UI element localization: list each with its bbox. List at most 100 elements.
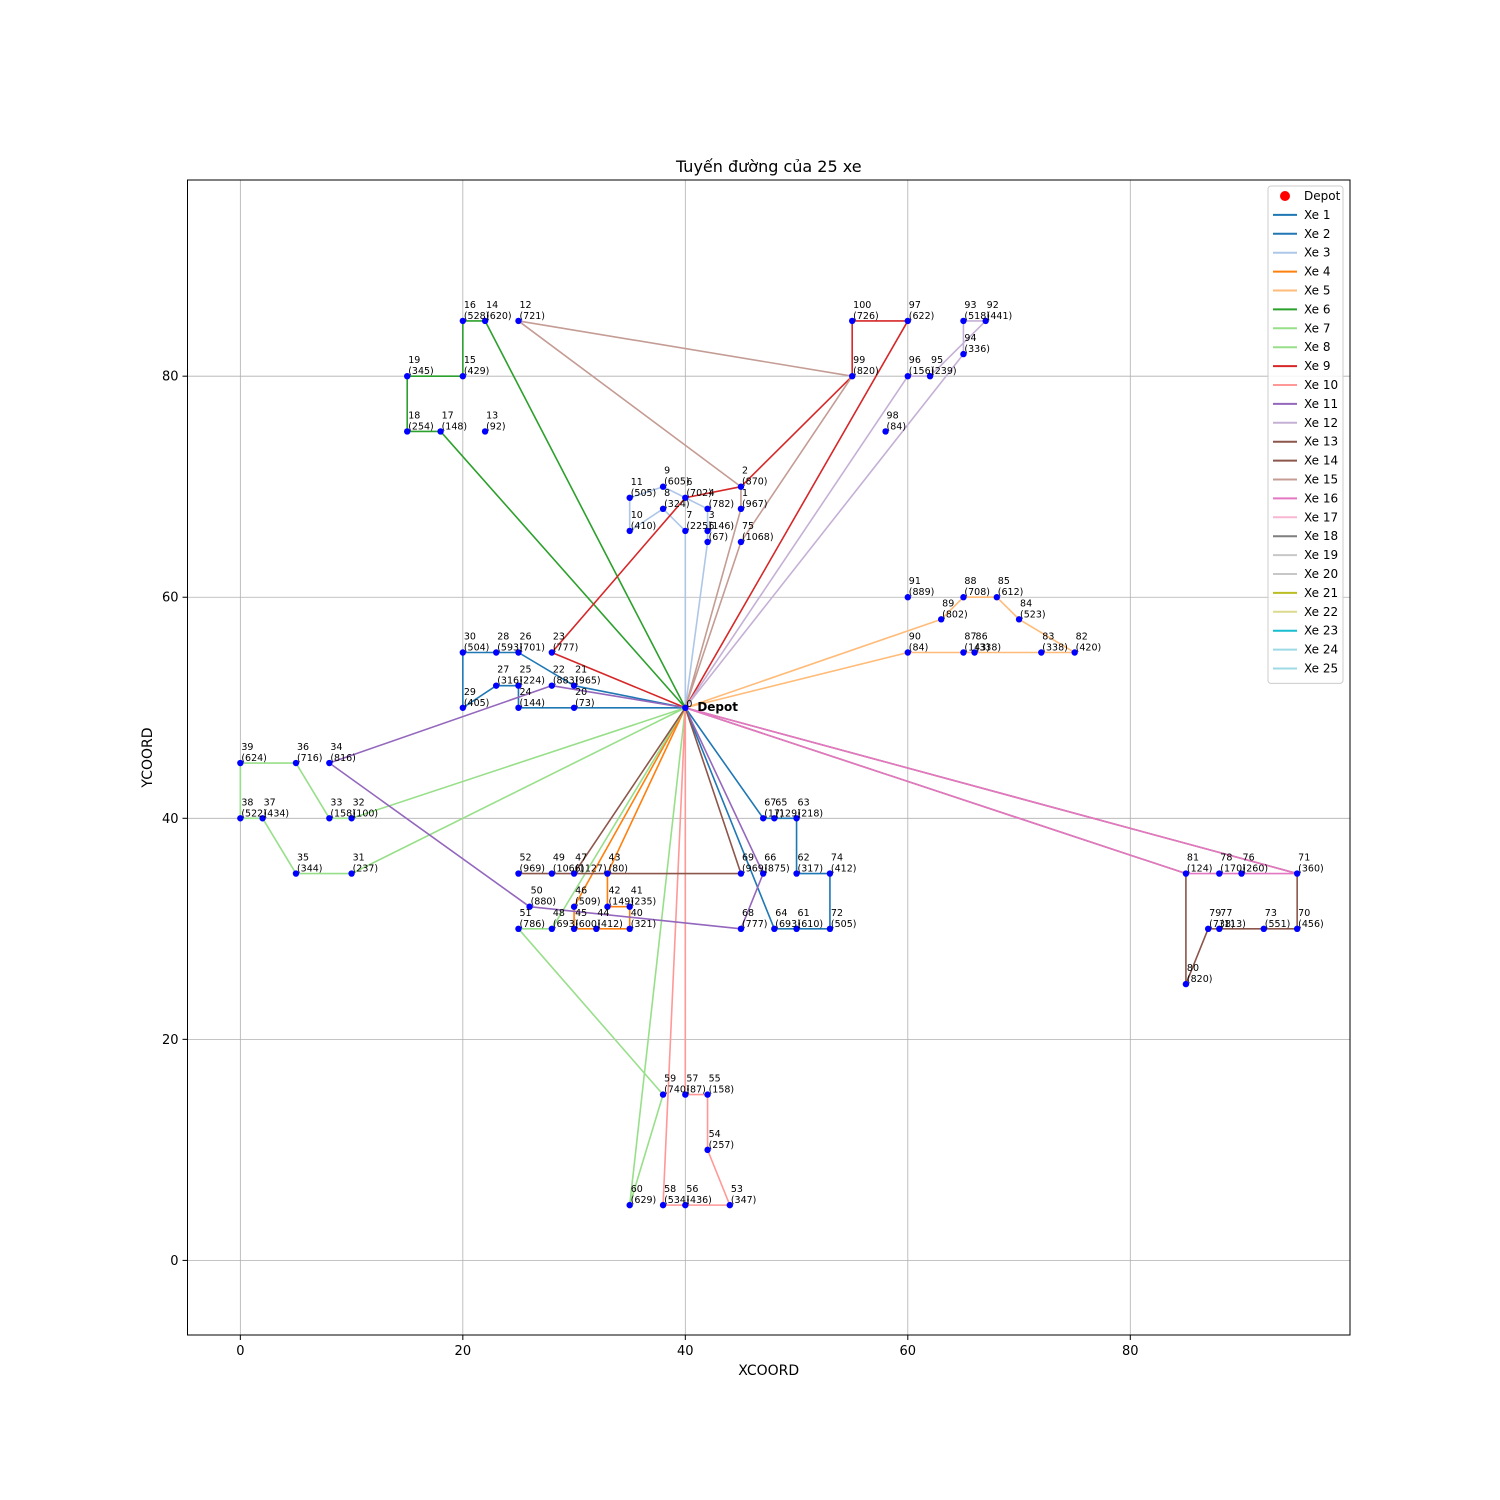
customer-label: 29 (405)	[464, 687, 490, 709]
customer-point	[515, 870, 522, 877]
legend-label: Xe 22	[1304, 605, 1338, 619]
customer-label: 93 (518)	[964, 300, 990, 322]
customer-point	[437, 428, 444, 435]
customer-label: 82 (420)	[1076, 632, 1102, 654]
customer-point	[793, 925, 800, 933]
customer-point	[626, 925, 633, 933]
y-tick-label: 80	[162, 370, 179, 385]
customer-label: 94 (336)	[964, 333, 990, 355]
customer-point	[960, 317, 967, 325]
customer-label: 99 (820)	[853, 355, 879, 377]
customer-point	[737, 870, 745, 877]
legend-depot-label: Depot	[1304, 189, 1341, 203]
legend-label: Xe 25	[1304, 662, 1338, 676]
customer-label: 43 (80)	[608, 853, 628, 875]
customer-point	[904, 372, 912, 380]
customer-point	[793, 815, 800, 822]
customer-point	[570, 925, 578, 933]
customer-label: 13 (92)	[486, 410, 506, 432]
customer-label: 54 (257)	[709, 1129, 735, 1151]
customer-label: 84 (523)	[1020, 598, 1046, 620]
customer-label: 46 (509)	[575, 886, 601, 908]
customer-label: 57 (87)	[686, 1074, 706, 1096]
legend-label: Xe 19	[1304, 548, 1338, 562]
customer-label: 30 (504)	[464, 632, 490, 654]
customer-point	[737, 483, 745, 490]
legend-label: Xe 18	[1304, 529, 1338, 543]
customer-point	[848, 317, 856, 325]
customer-label: 26 (701)	[519, 632, 545, 654]
customer-label: 8 (324)	[664, 488, 690, 510]
customer-point	[626, 1201, 633, 1209]
customer-point	[626, 494, 633, 501]
legend-label: Xe 5	[1304, 284, 1331, 298]
customer-label: 1 (967)	[742, 488, 768, 510]
customer-point	[826, 870, 834, 877]
legend-label: Xe 12	[1304, 416, 1338, 430]
customer-point	[704, 538, 711, 546]
customer-label: 25 (224)	[519, 665, 545, 687]
customer-point	[548, 925, 556, 933]
legend-label: Xe 23	[1304, 624, 1338, 638]
customer-label: 40 (321)	[631, 908, 657, 930]
customer-label: 6 (702)	[686, 477, 712, 499]
customer-label: 81 (124)	[1187, 853, 1213, 875]
customer-point	[593, 925, 600, 933]
y-tick-label: 40	[162, 812, 179, 827]
customer-point	[515, 317, 522, 325]
depot-label: Depot	[697, 700, 738, 714]
customer-label: 20 (73)	[575, 687, 595, 709]
legend-label: Xe 24	[1304, 643, 1338, 657]
customer-label: 92 (441)	[987, 300, 1013, 322]
customer-point	[1182, 980, 1190, 988]
customer-label: 70 (456)	[1298, 908, 1324, 930]
y-axis-label: YCOORD	[140, 727, 156, 788]
customer-label: 14 (620)	[486, 300, 512, 322]
customer-point	[570, 682, 578, 689]
customer-label: 41 (235)	[631, 886, 657, 908]
customer-point	[771, 925, 778, 933]
customer-point	[459, 372, 467, 380]
customer-point	[570, 903, 578, 910]
customer-label: 27 (316)	[497, 665, 523, 687]
customer-point	[292, 759, 300, 767]
customer-label: 83 (338)	[1042, 632, 1068, 654]
customer-point	[682, 494, 689, 501]
customer-point	[348, 870, 355, 877]
legend-label: Xe 16	[1304, 491, 1338, 505]
customer-point	[1216, 925, 1223, 933]
customer-label: 39 (624)	[241, 742, 267, 764]
customer-point	[759, 815, 767, 822]
customer-label: 4 (782)	[709, 488, 735, 510]
customer-label: 72 (505)	[831, 908, 857, 930]
customer-label: 60 (629)	[631, 1184, 657, 1206]
customer-label: 95 (239)	[931, 355, 957, 377]
customer-point	[459, 704, 467, 711]
customer-label: 87 (143)	[964, 632, 990, 654]
customer-label: 22 (883)	[553, 665, 579, 687]
x-tick-label: 20	[455, 1344, 472, 1359]
y-tick-label: 0	[170, 1254, 178, 1269]
customer-label: 36 (716)	[297, 742, 323, 764]
customer-point	[1038, 649, 1045, 656]
customer-label: 52 (969)	[519, 853, 545, 875]
customer-label: 9 (605)	[664, 466, 690, 488]
customer-label: 18 (254)	[408, 410, 434, 432]
route-line	[239, 707, 686, 875]
customer-point	[237, 815, 244, 822]
customer-label: 86 (338)	[976, 632, 1002, 654]
customer-label: 97 (622)	[909, 300, 935, 322]
legend: Depot Xe 1 Xe 2 Xe 3 Xe 4 Xe 5 Xe 6 Xe 7 Xe 8 Xe …	[1267, 185, 1344, 684]
customer-point	[1293, 925, 1301, 933]
legend-label: Xe 8	[1304, 340, 1331, 354]
legend-label: Xe 7	[1304, 321, 1331, 335]
customer-label: 42 (149)	[608, 886, 634, 908]
customer-point	[771, 815, 778, 822]
legend-label: Xe 13	[1304, 435, 1338, 449]
customer-label: 91 (889)	[909, 576, 935, 598]
customer-label: 64 (693)	[775, 908, 801, 930]
customer-label: 34 (816)	[330, 742, 356, 764]
legend-label: Xe 6	[1304, 302, 1331, 316]
customer-point	[904, 317, 912, 325]
